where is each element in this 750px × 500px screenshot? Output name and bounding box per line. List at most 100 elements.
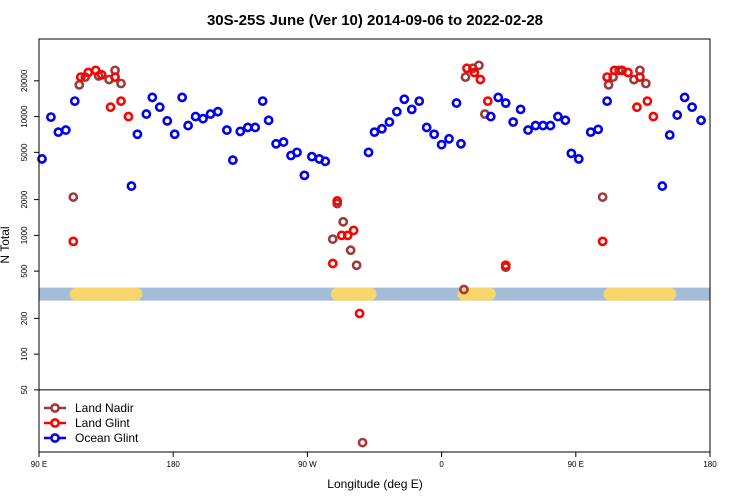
- data-point: [338, 216, 349, 227]
- data-point: [632, 102, 642, 113]
- data-point: [46, 112, 56, 123]
- data-point: [363, 147, 374, 158]
- data-point: [664, 130, 675, 140]
- data-point: [493, 92, 504, 103]
- data-point: [553, 111, 563, 122]
- data-point: [602, 96, 613, 107]
- data-point: [75, 72, 86, 83]
- legend-marker: [50, 418, 60, 428]
- data-point: [68, 192, 79, 202]
- data-point: [37, 154, 47, 164]
- data-point: [473, 60, 484, 71]
- data-point: [132, 129, 143, 140]
- data-point: [500, 98, 511, 108]
- data-point: [169, 129, 180, 140]
- data-point: [436, 139, 447, 150]
- data-point: [515, 104, 526, 115]
- data-point: [60, 125, 71, 135]
- data-point: [399, 94, 410, 105]
- data-point: [221, 125, 232, 135]
- data-point: [68, 236, 79, 247]
- data-point: [696, 115, 706, 126]
- data-point: [141, 109, 152, 119]
- data-point: [377, 123, 387, 134]
- data-point: [147, 92, 158, 103]
- data-point: [327, 234, 338, 245]
- data-point: [640, 78, 651, 89]
- data-point: [348, 225, 359, 236]
- data-point: [369, 127, 380, 138]
- data-point: [597, 236, 608, 247]
- data-point: [635, 72, 645, 83]
- series-land-glint: [68, 63, 659, 319]
- data-point: [69, 96, 80, 107]
- data-point: [642, 96, 653, 107]
- x-axis: 90 E 180 90 W 0 90 E 180: [31, 452, 717, 469]
- data-point: [183, 120, 194, 131]
- y-tick-label: 20000: [20, 69, 29, 92]
- data-point: [235, 126, 246, 137]
- data-point: [327, 258, 338, 269]
- data-point: [177, 92, 188, 103]
- data-point: [299, 170, 310, 181]
- data-point: [593, 124, 604, 135]
- data-point: [354, 308, 365, 319]
- data-point: [444, 133, 454, 144]
- data-point: [227, 155, 238, 166]
- data-point: [482, 96, 493, 107]
- data-points: [37, 60, 706, 448]
- data-point: [96, 69, 107, 80]
- x-axis-label: Longitude (deg E): [327, 477, 422, 491]
- data-point: [456, 138, 466, 149]
- data-point: [406, 104, 417, 115]
- data-point: [459, 284, 469, 295]
- data-point: [657, 181, 668, 191]
- x-tick-label: 180: [703, 460, 717, 469]
- data-point: [566, 148, 577, 159]
- y-axis-label: N Total: [0, 226, 12, 263]
- data-point: [460, 72, 471, 83]
- data-point: [508, 117, 519, 127]
- data-point: [469, 67, 480, 78]
- data-point: [116, 96, 126, 107]
- data-point: [278, 137, 289, 147]
- data-point: [672, 110, 683, 120]
- legend-marker: [50, 403, 60, 413]
- data-point: [421, 122, 432, 133]
- x-tick-label: 0: [439, 460, 444, 469]
- data-point: [391, 106, 402, 117]
- data-point: [451, 98, 462, 108]
- y-tick-label: 200: [20, 311, 29, 325]
- data-point: [198, 113, 208, 124]
- y-tick-label: 5000: [20, 143, 29, 161]
- y-tick-label: 10000: [20, 105, 29, 128]
- data-point: [573, 154, 584, 164]
- data-point: [154, 102, 165, 113]
- data-point: [475, 74, 486, 85]
- data-point: [116, 78, 126, 89]
- data-point: [250, 122, 261, 133]
- data-point: [357, 437, 368, 448]
- data-point: [126, 181, 137, 191]
- data-point: [545, 120, 556, 131]
- data-point: [213, 106, 223, 117]
- data-point: [597, 192, 608, 202]
- data-point: [123, 111, 134, 122]
- y-axis: 50 100 200 500 1000 2000 5000 10000 20000: [20, 69, 39, 394]
- y-tick-label: 500: [20, 264, 29, 278]
- data-point: [648, 111, 659, 122]
- data-point: [679, 92, 690, 103]
- y-tick-label: 2000: [20, 190, 29, 208]
- data-point: [485, 111, 496, 122]
- legend-marker: [50, 433, 60, 443]
- data-point: [560, 115, 571, 126]
- y-tick-label: 100: [20, 347, 29, 361]
- data-point: [162, 115, 173, 126]
- data-point: [105, 102, 116, 113]
- legend-item: Land Glint: [44, 416, 130, 430]
- data-point: [263, 115, 274, 126]
- chart-title: 30S-25S June (Ver 10) 2014-09-06 to 2022…: [207, 12, 543, 29]
- series-ocean-glint: [37, 92, 706, 191]
- y-tick-label: 1000: [20, 226, 29, 244]
